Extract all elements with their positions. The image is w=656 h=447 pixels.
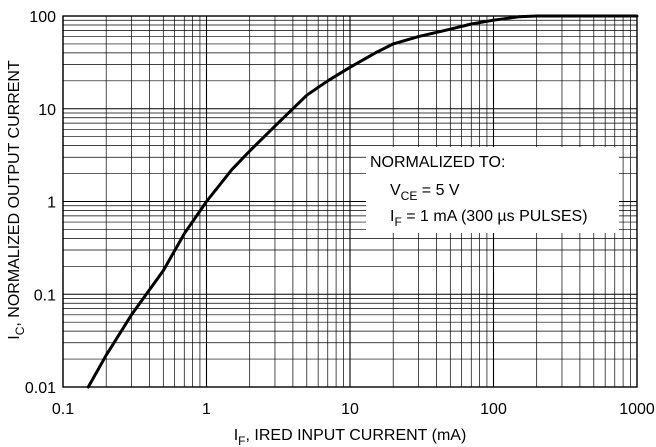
- y-tick-label: 0.01: [25, 380, 56, 397]
- y-tick-label: 100: [29, 9, 56, 26]
- annotation-box: NORMALIZED TO: VCE = 5 V IF = 1 mA (300 …: [366, 147, 619, 233]
- x-tick-label: 1000: [619, 401, 655, 418]
- plot-frame: [62, 15, 638, 388]
- y-tick-label: 1: [47, 195, 56, 212]
- x-tick-label: 100: [480, 401, 507, 418]
- series-curve: [86, 14, 639, 389]
- y-tick-labels: 0.01 0.1 1 10 100: [25, 9, 56, 397]
- annotation-line-2: VCE = 5 V: [390, 182, 460, 203]
- grid: [62, 16, 637, 388]
- x-tick-labels: 0.1 1 10 100 1000: [52, 401, 655, 418]
- y-axis-title: IC, NORMALIZED OUTPUT CURRENT: [6, 60, 27, 340]
- annotation-line-3: IF = 1 mA (300 µs PULSES): [390, 208, 588, 229]
- y-tick-label: 0.1: [34, 287, 56, 304]
- x-axis-title: IF, IRED INPUT CURRENT (mA): [234, 427, 467, 447]
- x-tick-label: 0.1: [52, 401, 74, 418]
- y-tick-label: 10: [38, 102, 56, 119]
- annotation-line-1: NORMALIZED TO:: [370, 154, 505, 171]
- x-tick-label: 10: [341, 401, 359, 418]
- x-tick-label: 1: [202, 401, 211, 418]
